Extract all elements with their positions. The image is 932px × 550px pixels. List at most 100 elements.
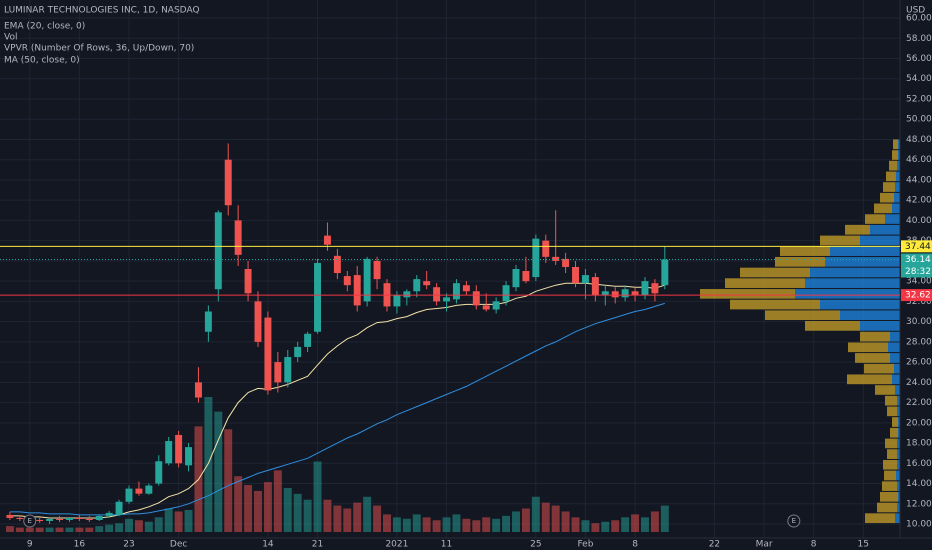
- vp-down-bar: [890, 427, 898, 438]
- x-tick-label: Mar: [756, 540, 773, 550]
- candle-body: [65, 517, 73, 520]
- vp-up-bar: [810, 267, 900, 278]
- candle-body: [502, 285, 510, 302]
- vp-down-bar: [740, 267, 810, 278]
- candle-body: [621, 289, 629, 298]
- vp-down-bar: [885, 395, 897, 406]
- vp-up-bar: [897, 449, 900, 459]
- vp-down-bar: [893, 139, 898, 150]
- vp-up-bar: [897, 502, 900, 513]
- candle-body: [224, 159, 232, 206]
- candle-body: [56, 518, 64, 520]
- volume-bar: [541, 502, 550, 532]
- candle-body: [46, 518, 54, 521]
- candle-body: [413, 279, 421, 292]
- volume-bar: [343, 508, 352, 532]
- vp-down-bar: [887, 449, 897, 459]
- volume-bar: [204, 397, 213, 532]
- y-tick-label: 40.00: [906, 216, 932, 226]
- vp-down-bar: [875, 385, 895, 395]
- candle-body: [631, 291, 639, 296]
- candle-body: [393, 295, 401, 307]
- volume-bar: [5, 526, 14, 532]
- vp-up-bar: [840, 310, 900, 321]
- volume-bar: [254, 490, 262, 532]
- y-tick-label: 26.00: [906, 358, 932, 368]
- volume-bar: [412, 514, 421, 532]
- vp-down-bar: [864, 363, 894, 374]
- candle-body: [532, 238, 540, 278]
- price-label-bg: [901, 289, 932, 302]
- y-tick-label: 18.00: [906, 439, 932, 449]
- candle-body: [323, 235, 331, 245]
- candle-body: [552, 256, 560, 261]
- vp-down-bar: [725, 278, 805, 289]
- candle-body: [85, 518, 93, 520]
- y-tick-label: 14.00: [906, 479, 932, 489]
- vp-down-bar: [883, 459, 897, 470]
- volume-bar: [55, 527, 64, 532]
- y-tick-label: 48.00: [906, 135, 932, 145]
- vp-down-bar: [765, 310, 840, 321]
- y-tick-label: 20.00: [906, 418, 932, 428]
- volume-bar: [25, 527, 34, 532]
- volume-bar: [115, 523, 124, 532]
- vp-down-bar: [775, 256, 825, 267]
- candle-body: [135, 488, 143, 494]
- volume-bar: [75, 527, 84, 532]
- y-tick-label: 16.00: [906, 459, 932, 469]
- vp-down-bar: [855, 353, 890, 363]
- y-tick-label: 60.00: [906, 14, 932, 24]
- y-tick-label: 30.00: [906, 317, 932, 327]
- y-tick-label: 10.00: [906, 520, 932, 530]
- volume-bar: [442, 517, 451, 532]
- x-tick-label: 23: [123, 540, 134, 550]
- x-tick-label: 8: [811, 540, 817, 550]
- vp-up-bar: [894, 363, 900, 374]
- vp-up-bar: [892, 374, 900, 385]
- candle-body: [234, 220, 242, 255]
- earnings-marker: [787, 514, 801, 528]
- volume-bar: [660, 505, 669, 532]
- indicator-label: MA (50, close, 0): [4, 56, 80, 66]
- volume-bar: [621, 517, 630, 532]
- vp-down-bar: [805, 321, 860, 331]
- vp-up-bar: [888, 342, 900, 353]
- vp-down-bar: [892, 150, 898, 160]
- price-label: 37.44: [905, 242, 931, 252]
- vp-down-bar: [892, 417, 898, 427]
- price-label: 32.62: [905, 291, 931, 301]
- vp-down-bar: [880, 192, 894, 203]
- volume-bar: [224, 429, 233, 532]
- x-tick-label: 16: [74, 540, 86, 550]
- volume-bar: [611, 520, 620, 532]
- earnings-marker: [23, 514, 37, 528]
- y-tick-label: 32.00: [906, 297, 932, 307]
- vp-up-bar: [895, 182, 900, 192]
- volume-bar: [601, 521, 610, 532]
- y-tick-label: 46.00: [906, 155, 932, 165]
- candle-body: [472, 291, 480, 306]
- volume-bar: [392, 517, 401, 532]
- volume-bar: [571, 517, 580, 532]
- volume-bar: [125, 518, 133, 532]
- y-tick-label: 22.00: [906, 398, 932, 408]
- candle-body: [145, 485, 153, 494]
- candle-body: [492, 301, 500, 310]
- candle-body: [353, 275, 361, 306]
- vp-up-bar: [870, 224, 900, 235]
- x-tick-label: 11: [441, 540, 452, 550]
- vp-up-bar: [860, 321, 900, 331]
- volume-bar: [353, 502, 362, 532]
- candle-body: [562, 258, 570, 267]
- vp-up-bar: [894, 192, 900, 203]
- candle-body: [214, 212, 222, 290]
- volume-bar: [581, 520, 590, 532]
- vp-up-bar: [825, 256, 900, 267]
- volume-bar: [462, 518, 471, 532]
- vp-up-bar: [860, 235, 900, 246]
- candle-body: [601, 291, 609, 296]
- vp-up-bar: [895, 513, 900, 524]
- candle-body: [522, 271, 530, 282]
